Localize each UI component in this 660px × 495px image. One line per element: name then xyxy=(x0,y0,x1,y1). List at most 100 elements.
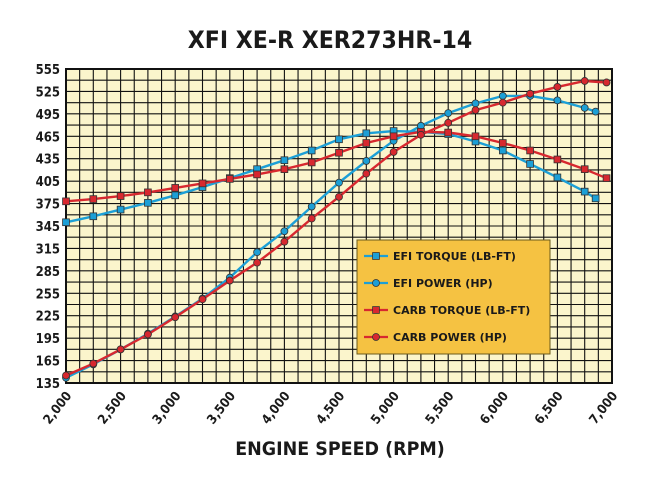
data-point xyxy=(144,199,152,207)
legend-swatch xyxy=(364,279,388,287)
data-point xyxy=(171,184,180,192)
data-point xyxy=(591,107,600,116)
y-tick-label: 225 xyxy=(36,310,60,325)
data-point xyxy=(62,371,70,380)
data-point xyxy=(389,148,398,156)
legend-marker xyxy=(372,252,380,260)
data-point xyxy=(553,96,562,105)
x-tick-label: 3,500 xyxy=(204,389,239,427)
data-point xyxy=(62,197,70,206)
series-4 xyxy=(62,77,611,380)
x-axis-title: ENGINE SPEED (RPM) xyxy=(235,438,445,460)
data-point xyxy=(280,165,289,173)
x-tick-label: 4,500 xyxy=(314,389,349,427)
data-point xyxy=(116,345,125,354)
data-point xyxy=(280,227,289,236)
data-point xyxy=(307,202,316,211)
data-point xyxy=(362,157,371,165)
data-point xyxy=(62,218,70,227)
data-point xyxy=(335,178,343,187)
data-point xyxy=(335,135,343,144)
data-point xyxy=(280,237,289,246)
data-point xyxy=(526,160,534,168)
data-point xyxy=(89,359,98,368)
data-point xyxy=(553,173,562,182)
data-point xyxy=(526,146,534,155)
data-point xyxy=(171,191,180,200)
x-tick-label: 2,500 xyxy=(95,389,130,427)
data-point xyxy=(280,156,289,165)
y-tick-label: 195 xyxy=(36,332,60,347)
data-point xyxy=(416,130,425,139)
x-tick-label: 4,000 xyxy=(259,389,294,427)
y-tick-label: 405 xyxy=(36,175,60,190)
legend-label: EFI TORQUE (LB-FT) xyxy=(393,250,516,263)
y-tick-label: 465 xyxy=(36,130,60,145)
data-point xyxy=(498,92,507,100)
legend-label: CARB TORQUE (LB-FT) xyxy=(393,304,530,317)
data-point xyxy=(553,155,562,164)
data-point xyxy=(307,146,316,155)
x-tick-label: 6,500 xyxy=(532,389,567,427)
data-point xyxy=(362,139,371,147)
data-point xyxy=(307,158,316,167)
series-3 xyxy=(62,127,611,206)
data-point xyxy=(389,132,398,141)
legend-swatch xyxy=(364,333,388,341)
x-tick-label: 6,000 xyxy=(477,389,512,427)
data-point xyxy=(580,187,589,196)
legend: EFI TORQUE (LB-FT) EFI POWER (HP) CARB TOR… xyxy=(356,239,551,355)
legend-marker xyxy=(372,306,380,314)
data-point xyxy=(444,109,453,118)
data-point xyxy=(602,78,611,87)
data-point xyxy=(198,295,207,304)
data-point xyxy=(444,118,453,127)
data-point xyxy=(580,165,589,173)
y-tick-label: 555 xyxy=(36,63,60,78)
y-tick-label: 435 xyxy=(36,153,60,168)
data-point xyxy=(498,146,507,155)
data-point xyxy=(116,205,125,214)
data-point xyxy=(225,276,234,285)
y-tick-label: 375 xyxy=(36,198,60,213)
y-tick-label: 525 xyxy=(36,85,60,100)
data-point xyxy=(225,175,234,183)
data-point xyxy=(171,313,180,322)
data-point xyxy=(526,89,534,98)
y-tick-label: 135 xyxy=(36,377,60,392)
data-point xyxy=(89,212,98,221)
data-point xyxy=(307,214,316,223)
data-point xyxy=(498,139,507,147)
data-point xyxy=(580,103,589,112)
y-tick-label: 165 xyxy=(36,355,60,370)
legend-marker xyxy=(372,333,380,341)
x-tick-label: 2,000 xyxy=(41,389,76,427)
data-point xyxy=(144,188,152,197)
data-point xyxy=(580,77,589,85)
chart-title: XFI XE-R XER273HR-14 xyxy=(187,26,473,54)
data-point xyxy=(591,194,600,203)
data-point xyxy=(198,179,207,188)
data-point xyxy=(335,148,343,157)
x-tick-label: 7,000 xyxy=(587,389,622,427)
y-tick-label: 315 xyxy=(36,242,60,257)
data-point xyxy=(471,132,480,141)
data-point xyxy=(143,330,152,339)
data-point xyxy=(362,129,371,138)
data-point xyxy=(471,99,480,108)
data-point xyxy=(553,83,562,91)
data-point xyxy=(253,170,261,179)
data-point xyxy=(253,258,262,267)
legend-marker xyxy=(372,279,380,287)
data-point xyxy=(498,98,507,107)
data-point xyxy=(444,128,452,137)
x-tick-label: 3,000 xyxy=(150,389,185,427)
legend-label: CARB POWER (HP) xyxy=(393,331,507,344)
y-tick-label: 285 xyxy=(36,265,60,280)
legend-swatch xyxy=(364,306,388,314)
data-point xyxy=(471,106,480,115)
series-1 xyxy=(62,127,600,227)
data-point xyxy=(335,192,343,201)
x-tick-label: 5,500 xyxy=(423,389,458,427)
